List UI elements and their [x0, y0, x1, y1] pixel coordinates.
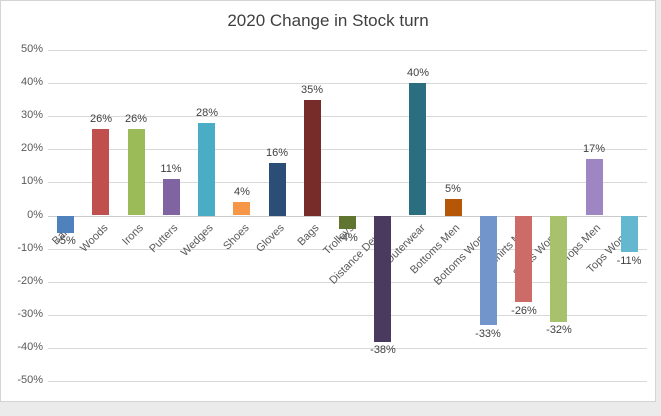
y-gridline [48, 381, 647, 382]
y-tick-label: 30% [20, 109, 43, 121]
category-label: Bags [295, 221, 322, 248]
stock-turn-chart: 2020 Change in Stock turn 50% 40% 30% 20% 10… [0, 0, 656, 402]
y-gridline [48, 83, 647, 84]
bar-trolleys [339, 216, 356, 229]
y-gridline [48, 282, 647, 283]
bar-outerwear [409, 83, 426, 215]
bar-value-label: -11% [616, 255, 642, 267]
category-label: Irons [119, 221, 146, 248]
y-tick-label: 10% [20, 175, 43, 187]
y-tick-label: 40% [20, 76, 43, 88]
chart-title: 2020 Change in Stock turn [227, 11, 429, 30]
bar-value-label: 5% [445, 183, 461, 195]
bar-bottoms-men [445, 199, 462, 216]
bar-value-label: -38% [370, 344, 396, 356]
bar-gloves [269, 163, 286, 216]
y-tick-label: -20% [17, 275, 43, 287]
y-tick-label: 50% [20, 43, 43, 55]
bar-woods [92, 129, 109, 215]
bar-balls [57, 216, 74, 233]
y-tick-label: -10% [17, 242, 43, 254]
y-gridline [48, 116, 647, 117]
bar-tops-women [621, 216, 638, 252]
y-tick-label: -30% [17, 308, 43, 320]
category-label: Shoes [220, 221, 252, 253]
bar-value-label: -5% [56, 235, 76, 247]
y-tick-label: 20% [20, 142, 43, 154]
category-label: Wedges [179, 221, 217, 259]
y-gridline [48, 315, 647, 316]
bar-value-label: -26% [511, 305, 537, 317]
y-gridline [48, 50, 647, 51]
bar-shoes [233, 202, 250, 215]
y-tick-label: 0% [27, 209, 43, 221]
bar-value-label: 28% [195, 107, 219, 119]
bar-shirts-men [515, 216, 532, 302]
bar-bags [304, 100, 321, 216]
bar-shirts-women [550, 216, 567, 322]
plot-area: 50% 40% 30% 20% 10% 0% -10% -20% -30% -40% -50% Bal… [1, 1, 655, 401]
y-tick-label: -50% [17, 374, 43, 386]
bar-value-label: 16% [265, 147, 289, 159]
bar-value-label: -32% [546, 324, 572, 336]
y-gridline [48, 348, 647, 349]
bar-tops-men [586, 159, 603, 215]
y-gridline [48, 182, 647, 183]
bar-value-label: 11% [160, 163, 182, 175]
y-tick-label: -40% [17, 341, 43, 353]
bar-value-label: 40% [406, 67, 430, 79]
bar-wedges [198, 123, 215, 216]
bar-value-label: 17% [582, 143, 606, 155]
bar-value-label: 4% [234, 186, 250, 198]
bar-value-label: 35% [300, 84, 324, 96]
bar-value-label: -4% [338, 232, 358, 244]
y-gridline [48, 149, 647, 150]
bar-value-label: -33% [475, 328, 501, 340]
bar-putters [163, 179, 180, 215]
bar-bottoms-women [480, 216, 497, 325]
bar-value-label: 26% [124, 113, 148, 125]
bar-distance-device [374, 216, 391, 342]
y-gridline [48, 249, 647, 250]
bar-value-label: 26% [89, 113, 113, 125]
bar-irons [128, 129, 145, 215]
